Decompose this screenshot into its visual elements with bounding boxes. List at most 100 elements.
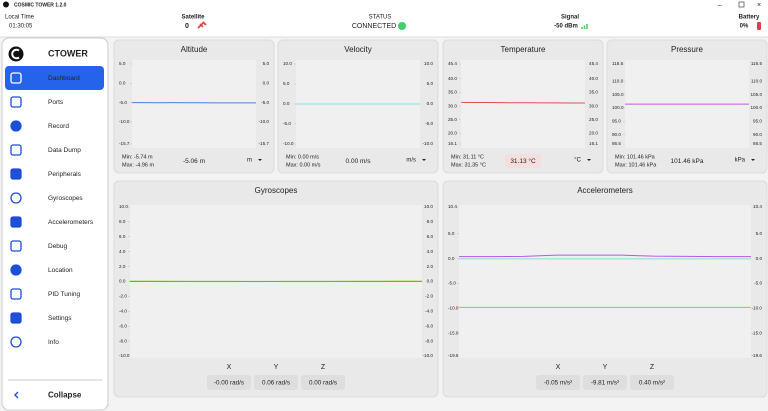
reading-pill	[583, 375, 627, 390]
y-tick-label: 20.0	[448, 131, 457, 136]
menu-icon	[10, 72, 22, 84]
battery-value: 0%	[740, 24, 749, 30]
menu-item[interactable]: Gyroscopes	[48, 195, 83, 202]
y-tick-label: -6.0	[119, 323, 127, 328]
collapse-icon[interactable]	[14, 391, 19, 399]
axis-name: Y	[274, 364, 279, 371]
plot-area	[132, 60, 256, 148]
collapse-button[interactable]: Collapse	[48, 391, 82, 400]
sidebar	[1, 37, 109, 411]
y-tick-label: -10.0	[283, 141, 294, 146]
y2-tick-label: -19.6	[752, 353, 763, 358]
y-tick-label: -10.0	[119, 353, 130, 358]
menu-item[interactable]: Location	[48, 267, 73, 274]
max-label: Max: -4.96 m	[122, 162, 155, 168]
y2-tick-label: 16.1	[589, 141, 598, 146]
y-tick-label: 95.0	[612, 119, 621, 124]
y-tick-label: -19.6	[448, 353, 459, 358]
y2-tick-label: 100.0	[751, 105, 763, 110]
reading: 0.40 m/s²	[639, 380, 665, 387]
y2-tick-label: -15.7	[259, 141, 270, 146]
reading-pill	[536, 375, 580, 390]
menu-icon	[10, 336, 22, 348]
menu-icon	[10, 144, 22, 156]
unit-select[interactable]: °C	[574, 158, 581, 164]
y2-tick-label: -6.0	[425, 323, 433, 328]
status-value: CONNECTED	[352, 23, 396, 30]
menu-item[interactable]: Settings	[48, 315, 72, 322]
y2-tick-label: -4.0	[425, 309, 433, 314]
axis-name: Y	[603, 364, 608, 371]
reading-pill	[254, 375, 298, 390]
maximize-button[interactable]	[738, 1, 745, 8]
y-tick-label: -2.0	[119, 294, 127, 299]
status-label: STATUS	[369, 15, 392, 21]
reading: 101.46 kPa	[671, 158, 704, 165]
y2-tick-label: -10.0	[423, 353, 434, 358]
y2-tick-label: -15.0	[752, 330, 763, 335]
y-tick-label: 8.0	[119, 219, 126, 224]
menu-item-active-bg	[5, 66, 104, 90]
y-tick-label: 10.0	[283, 61, 292, 66]
dropdown-arrow[interactable]	[422, 159, 426, 161]
y-tick-label: -4.0	[119, 309, 127, 314]
reading: 0.06 rad/s	[262, 380, 290, 387]
dropdown-arrow[interactable]	[258, 159, 262, 161]
reading-pill	[301, 375, 345, 390]
minimize-button[interactable]: –	[718, 2, 722, 9]
unit-select[interactable]: m/s	[406, 158, 416, 164]
header	[0, 0, 768, 37]
menu-item[interactable]: Debug	[48, 243, 68, 250]
y2-tick-label: -5.0	[261, 100, 269, 105]
satellite-count: 0	[185, 23, 189, 30]
reading-pill	[176, 154, 212, 168]
y2-tick-label: 10.4	[753, 204, 762, 209]
y2-tick-label: 4.0	[427, 249, 434, 254]
menu-icon	[10, 216, 22, 228]
y2-tick-label: 2.0	[427, 264, 434, 269]
menu-item[interactable]: Peripherals	[48, 171, 82, 178]
reading: -5.06 m	[183, 158, 205, 165]
menu-icon	[10, 264, 22, 276]
y-tick-label: 30.0	[448, 103, 457, 108]
menu-item[interactable]: Info	[48, 339, 59, 346]
y-tick-label: 0.0	[283, 101, 290, 106]
menu-icon	[10, 240, 22, 252]
y-tick-label: -10.0	[119, 119, 130, 124]
unit-select[interactable]: m	[247, 158, 252, 164]
y2-tick-label: 90.0	[753, 132, 762, 137]
y-tick-label: 105.0	[612, 92, 624, 97]
menu-item[interactable]: Accelerometers	[48, 219, 94, 226]
local-time: 01:30:05	[9, 24, 33, 30]
y2-tick-label: 95.0	[753, 119, 762, 124]
panel-title: Gyroscopes	[255, 186, 298, 195]
menu-item[interactable]: Data Dump	[48, 147, 81, 154]
y2-tick-label: -10.0	[752, 306, 763, 311]
panel-title: Accelerometers	[577, 186, 633, 195]
reading: 0.00 rad/s	[309, 380, 337, 387]
max-label: Max: 0.00 m/s	[286, 162, 321, 168]
y2-tick-label: 86.5	[753, 141, 762, 146]
panel-title: Temperature	[501, 45, 546, 54]
menu-item[interactable]: Dashboard	[48, 75, 80, 82]
y-tick-label: 5.0	[119, 61, 126, 66]
signal-label: Signal	[561, 15, 579, 21]
menu-item[interactable]: Ports	[48, 99, 64, 106]
close-button[interactable]: ×	[757, 2, 761, 9]
y2-tick-label: 0.0	[263, 81, 270, 86]
y-tick-label: 5.0	[448, 231, 455, 236]
panel-title: Pressure	[671, 45, 704, 54]
app-icon	[3, 1, 9, 8]
menu-item[interactable]: PID Tuning	[48, 291, 81, 298]
dropdown-arrow[interactable]	[587, 159, 591, 161]
menu-icon	[10, 192, 22, 204]
y-tick-label: 116.5	[612, 61, 624, 66]
menu-icon	[10, 312, 22, 324]
menu-item[interactable]: Record	[48, 123, 69, 130]
unit-select[interactable]: kPa	[735, 158, 746, 164]
y-tick-label: 0.0	[119, 81, 126, 86]
dropdown-arrow[interactable]	[751, 159, 755, 161]
y2-tick-label: 5.0	[756, 231, 763, 236]
y-tick-label: 6.0	[119, 234, 126, 239]
y2-tick-label: 6.0	[427, 234, 434, 239]
